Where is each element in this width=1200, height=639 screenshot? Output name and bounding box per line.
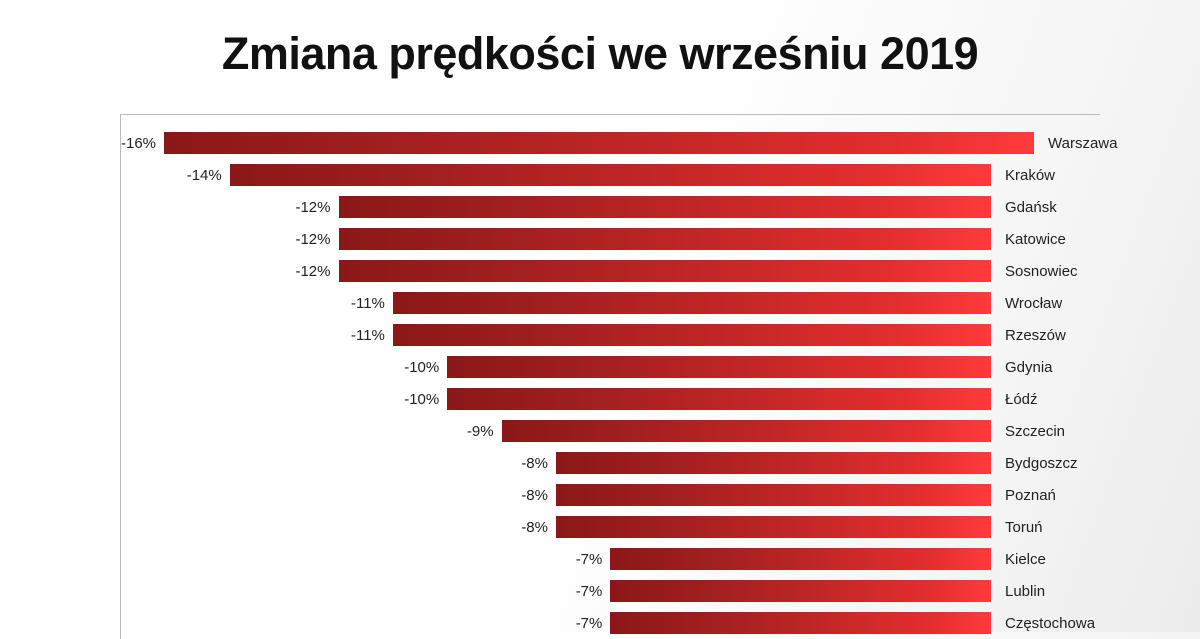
bar xyxy=(556,484,991,506)
bar-row: -10% Łódź xyxy=(121,383,1100,415)
bar-row: -7% Częstochowa xyxy=(121,607,1100,639)
value-label: -16% xyxy=(121,135,156,152)
value-label: -8% xyxy=(521,487,548,504)
bar-row: -7% Lublin xyxy=(121,575,1100,607)
bar-row: -12% Katowice xyxy=(121,223,1100,255)
bar xyxy=(610,580,991,602)
bar-area: -7% xyxy=(121,575,991,607)
bar-chart: -16%Warszawa -14% Kraków -12% Gdańsk -12% Kato… xyxy=(120,114,1100,639)
value-label: -8% xyxy=(521,519,548,536)
city-label: Kielce xyxy=(1005,551,1046,568)
bar-row: -10% Gdynia xyxy=(121,351,1100,383)
value-label: -10% xyxy=(404,391,439,408)
value-label: -9% xyxy=(467,423,494,440)
bar-area: -10% xyxy=(121,383,991,415)
bar-row: -8% Poznań xyxy=(121,479,1100,511)
bar-area: -8% xyxy=(121,479,991,511)
city-label: Poznań xyxy=(1005,487,1056,504)
bar-area: -7% xyxy=(121,543,991,575)
city-label: Toruń xyxy=(1005,519,1043,536)
bar xyxy=(339,260,992,282)
value-label: -12% xyxy=(295,199,330,216)
bar xyxy=(447,388,991,410)
bar-row: -8% Bydgoszcz xyxy=(121,447,1100,479)
value-label: -14% xyxy=(187,167,222,184)
city-label: Szczecin xyxy=(1005,423,1065,440)
bar-row: -7% Kielce xyxy=(121,543,1100,575)
bar xyxy=(393,292,991,314)
value-label: -7% xyxy=(576,615,603,632)
bar-area: -12% xyxy=(121,223,991,255)
bar xyxy=(164,132,1034,154)
value-label: -11% xyxy=(351,327,385,344)
bar-area: -8% xyxy=(121,447,991,479)
bar-row: -12% Gdańsk xyxy=(121,191,1100,223)
bar xyxy=(339,228,992,250)
city-label: Sosnowiec xyxy=(1005,263,1078,280)
value-label: -8% xyxy=(521,455,548,472)
bar-area: -16% xyxy=(121,127,1034,159)
bar xyxy=(556,516,991,538)
value-label: -10% xyxy=(404,359,439,376)
value-label: -7% xyxy=(576,583,603,600)
bar xyxy=(556,452,991,474)
bar xyxy=(502,420,991,442)
bar-row: -12% Sosnowiec xyxy=(121,255,1100,287)
bar xyxy=(610,548,991,570)
bar xyxy=(393,324,991,346)
bar-area: -9% xyxy=(121,415,991,447)
value-label: -11% xyxy=(351,295,385,312)
city-label: Warszawa xyxy=(1048,135,1117,152)
bar-row: -16%Warszawa xyxy=(121,127,1100,159)
city-label: Wrocław xyxy=(1005,295,1062,312)
bar-row: -11% Wrocław xyxy=(121,287,1100,319)
bar-area: -11% xyxy=(121,319,991,351)
bar xyxy=(610,612,991,634)
bar-area: -10% xyxy=(121,351,991,383)
bar-row: -14% Kraków xyxy=(121,159,1100,191)
city-label: Łódź xyxy=(1005,391,1038,408)
value-label: -7% xyxy=(576,551,603,568)
bar-area: -11% xyxy=(121,287,991,319)
bar xyxy=(447,356,991,378)
bar-row: -11% Rzeszów xyxy=(121,319,1100,351)
city-label: Gdynia xyxy=(1005,359,1053,376)
bar xyxy=(339,196,992,218)
bar-row: -9% Szczecin xyxy=(121,415,1100,447)
bar xyxy=(230,164,991,186)
value-label: -12% xyxy=(295,263,330,280)
city-label: Bydgoszcz xyxy=(1005,455,1078,472)
bar-row: -8% Toruń xyxy=(121,511,1100,543)
bar-area: -7% xyxy=(121,607,991,639)
bar-area: -14% xyxy=(121,159,991,191)
city-label: Gdańsk xyxy=(1005,199,1057,216)
chart-title: Zmiana prędkości we wrześniu 2019 xyxy=(40,28,1160,80)
chart-container: Zmiana prędkości we wrześniu 2019 -16%Wa… xyxy=(0,0,1200,639)
city-label: Częstochowa xyxy=(1005,615,1095,632)
bar-area: -12% xyxy=(121,255,991,287)
city-label: Rzeszów xyxy=(1005,327,1066,344)
bar-area: -12% xyxy=(121,191,991,223)
city-label: Kraków xyxy=(1005,167,1055,184)
value-label: -12% xyxy=(295,231,330,248)
bar-area: -8% xyxy=(121,511,991,543)
city-label: Katowice xyxy=(1005,231,1066,248)
city-label: Lublin xyxy=(1005,583,1045,600)
